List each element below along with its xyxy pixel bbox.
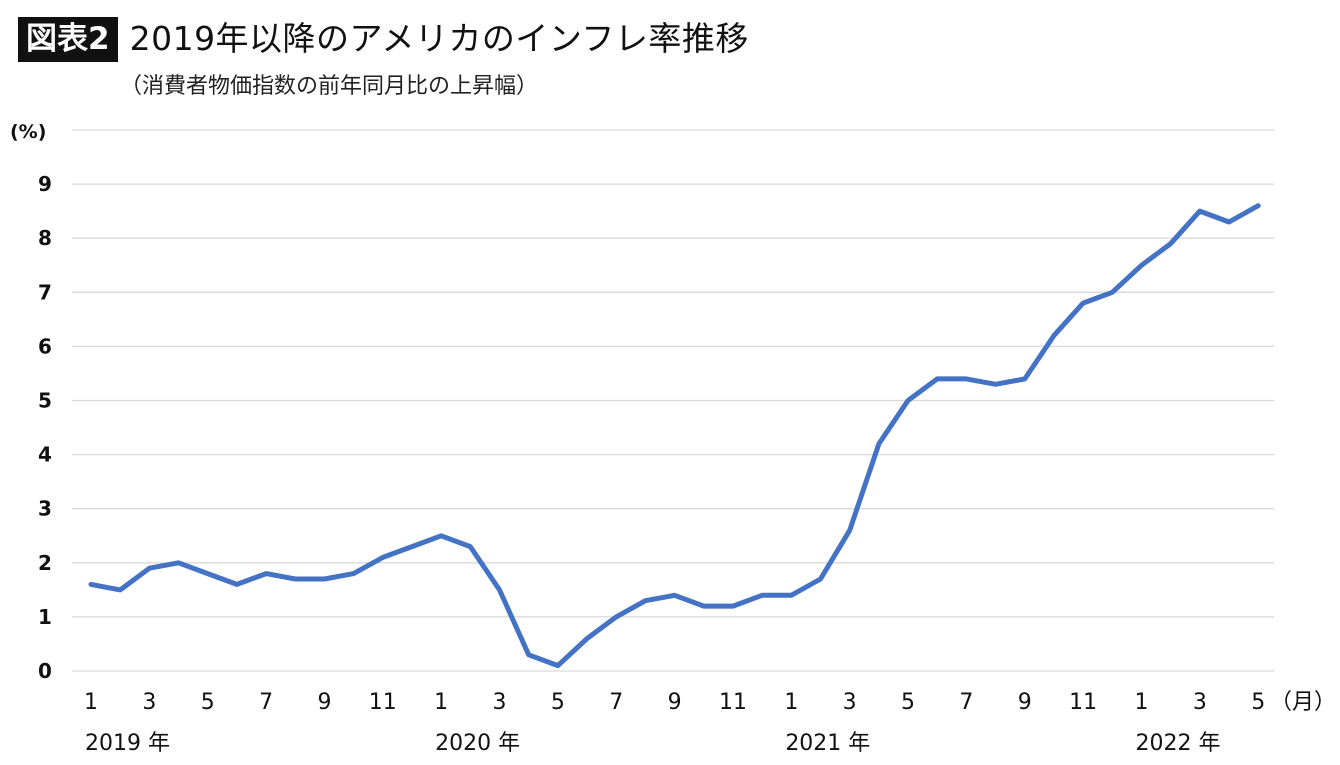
y-tick-label: 7 xyxy=(38,280,52,304)
y-tick-label: 1 xyxy=(38,605,52,629)
x-tick-label: 5 xyxy=(901,690,915,715)
x-tick-label: 9 xyxy=(668,690,682,715)
x-tick-label: 1 xyxy=(84,690,98,715)
chart-subtitle: （消費者物価指数の前年同月比の上昇幅） xyxy=(120,74,539,99)
y-tick-label: 6 xyxy=(38,334,52,358)
x-tick-label: 9 xyxy=(1018,690,1032,715)
year-label: 2022 年 xyxy=(1135,731,1220,756)
x-tick-label: 3 xyxy=(142,690,156,715)
x-axis-ticks: 1 3 5 7 9 11 1 3 5 7 9 11 1 3 5 7 9 11 1 3 5 xyxy=(84,690,1265,715)
x-tick-label: 11 xyxy=(719,690,747,715)
y-tick-label: 0 xyxy=(38,659,52,683)
y-tick-label: 8 xyxy=(38,226,52,250)
x-tick-label: 1 xyxy=(434,690,448,715)
x-tick-label: 3 xyxy=(843,690,857,715)
x-tick-label: 1 xyxy=(1134,690,1148,715)
x-tick-label: 3 xyxy=(1193,690,1207,715)
x-tick-label: 7 xyxy=(259,690,273,715)
y-tick-label: 5 xyxy=(38,389,52,413)
chart-title: 2019年以降のアメリカのインフレ率推移 xyxy=(129,19,749,58)
x-tick-label: 7 xyxy=(609,690,623,715)
chart-header: 図表2 2019年以降のアメリカのインフレ率推移 xyxy=(18,14,749,64)
x-tick-label: 11 xyxy=(1069,690,1097,715)
y-axis-ticks: 0 1 2 3 4 5 6 7 8 9 xyxy=(38,172,52,683)
figure-badge: 図表2 xyxy=(18,16,118,62)
grid-lines xyxy=(72,129,1274,672)
x-tick-label: 5 xyxy=(201,690,215,715)
x-unit-label: （月） xyxy=(1270,690,1336,715)
year-label: 2021 年 xyxy=(785,731,870,756)
x-tick-label: 5 xyxy=(1251,690,1265,715)
y-tick-label: 2 xyxy=(38,551,52,575)
y-tick-label: 3 xyxy=(38,497,52,521)
x-tick-label: 3 xyxy=(493,690,507,715)
year-labels: 2019 年 2020 年 2021 年 2022 年 xyxy=(85,731,1220,756)
series-line xyxy=(88,203,1261,669)
x-tick-label: 7 xyxy=(959,690,973,715)
year-label: 2019 年 xyxy=(85,731,170,756)
y-tick-label: 9 xyxy=(38,172,52,196)
year-label: 2020 年 xyxy=(435,731,520,756)
series-layer xyxy=(88,203,1261,669)
x-tick-label: 9 xyxy=(317,690,331,715)
x-tick-label: 11 xyxy=(369,690,397,715)
x-tick-label: 1 xyxy=(784,690,798,715)
x-tick-label: 5 xyxy=(551,690,565,715)
y-tick-label: 4 xyxy=(38,443,52,467)
y-unit-label: (%) xyxy=(10,121,46,143)
